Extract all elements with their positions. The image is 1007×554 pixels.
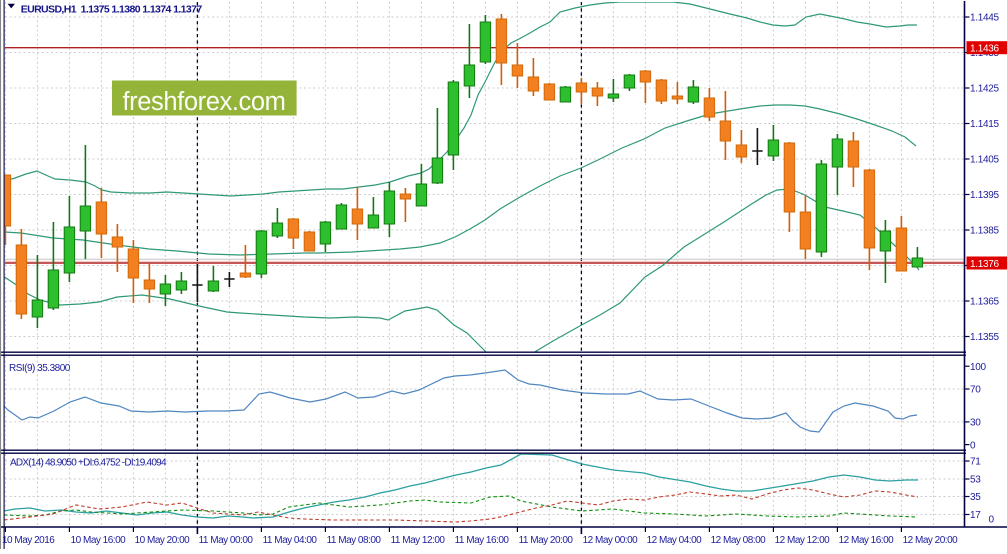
svg-text:12 May 00:00: 12 May 00:00 <box>583 535 639 546</box>
svg-text:freshforex.com: freshforex.com <box>122 88 285 116</box>
svg-text:35: 35 <box>970 492 981 503</box>
svg-text:1.1425: 1.1425 <box>970 84 1000 95</box>
svg-text:ADX(14) 48.9050 +DI:6.4752 -DI: ADX(14) 48.9050 +DI:6.4752 -DI:19.4094 <box>10 458 167 469</box>
svg-text:30: 30 <box>970 418 981 429</box>
svg-text:11 May 04:00: 11 May 04:00 <box>263 535 318 546</box>
svg-text:1.1395: 1.1395 <box>970 190 1000 201</box>
svg-text:1.1355: 1.1355 <box>970 332 1000 343</box>
svg-text:1.1405: 1.1405 <box>970 155 1000 166</box>
svg-text:11 May 20:00: 11 May 20:00 <box>519 535 574 546</box>
svg-text:0: 0 <box>989 515 995 526</box>
svg-text:10 May 20:00: 10 May 20:00 <box>135 535 191 546</box>
svg-text:100: 100 <box>970 362 987 373</box>
svg-text:12 May 04:00: 12 May 04:00 <box>647 535 703 546</box>
svg-text:11 May 00:00: 11 May 00:00 <box>199 535 254 546</box>
svg-text:10 May 16:00: 10 May 16:00 <box>71 535 127 546</box>
svg-text:11 May 08:00: 11 May 08:00 <box>327 535 382 546</box>
svg-text:1.1365: 1.1365 <box>970 297 1000 308</box>
svg-text:10 May 2016: 10 May 2016 <box>2 535 55 546</box>
svg-text:RSI(9) 35.3800: RSI(9) 35.3800 <box>9 363 71 374</box>
svg-text:11 May 16:00: 11 May 16:00 <box>455 535 510 546</box>
svg-text:70: 70 <box>970 385 981 396</box>
svg-text:11 May 12:00: 11 May 12:00 <box>391 535 446 546</box>
svg-text:17: 17 <box>970 510 981 521</box>
svg-text:0: 0 <box>970 440 976 451</box>
svg-text:12 May 12:00: 12 May 12:00 <box>775 535 831 546</box>
svg-text:12 May 20:00: 12 May 20:00 <box>903 535 959 546</box>
svg-text:53: 53 <box>970 475 981 486</box>
svg-text:1.1445: 1.1445 <box>970 13 1000 24</box>
svg-text:12 May 08:00: 12 May 08:00 <box>711 535 767 546</box>
svg-text:EURUSD,H1 1.1375 1.1380 1.137: EURUSD,H1 1.1375 1.1380 1.1374 1.1377 <box>21 3 203 15</box>
svg-text:1.1415: 1.1415 <box>970 119 1000 130</box>
svg-text:71: 71 <box>970 457 981 468</box>
svg-text:12 May 16:00: 12 May 16:00 <box>839 535 895 546</box>
svg-text:1.1376: 1.1376 <box>970 259 1000 270</box>
svg-text:1.1385: 1.1385 <box>970 226 1000 237</box>
svg-text:1.1436: 1.1436 <box>970 44 1000 55</box>
